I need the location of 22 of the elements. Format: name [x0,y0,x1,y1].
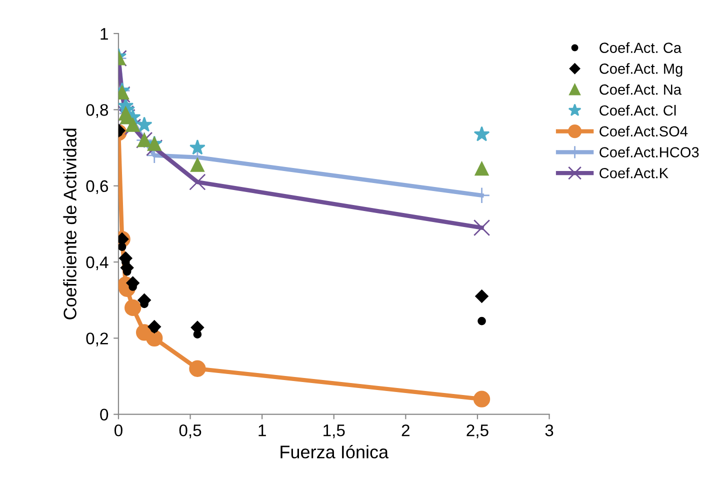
legend-label: Coef.Act.SO4 [600,126,688,137]
x-axis-title: Fuerza Iónica [280,444,389,458]
x-tick-label: 2,5 [466,424,488,438]
legend-label: Coef.Act.HCO3 [600,146,699,158]
y-tick-label: 0,4 [86,256,108,270]
legend-label: Coef.Act. Mg [600,63,682,77]
y-axis-title: Coeficiente de Actividad [63,128,76,320]
y-tick-label: 1 [100,28,108,40]
legend-label: Coef.Act. Na [600,84,682,95]
legend-label: Coef.Act. Ca [600,42,682,53]
x-tick-label: 3 [545,424,554,436]
x-tick-label: 1 [258,424,266,436]
x-tick-label: 1,5 [324,424,345,438]
legend-label: Coef.Act.K [600,168,668,178]
y-tick-label: 0 [100,408,108,421]
y-tick-label: 0,2 [86,332,108,346]
x-tick-label: 0 [114,424,122,436]
y-tick-label: 0,6 [86,180,108,194]
x-tick-label: 0,5 [179,424,202,438]
legend-label: Coef.Act. Cl [600,104,676,116]
y-tick-label: 0,8 [86,104,108,118]
x-tick-label: 2 [402,424,410,436]
